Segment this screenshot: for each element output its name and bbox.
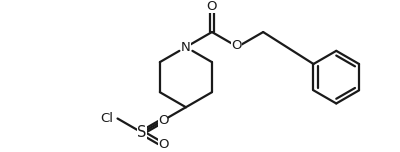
Text: Cl: Cl xyxy=(100,112,113,125)
Text: O: O xyxy=(158,114,168,127)
Text: O: O xyxy=(158,138,168,151)
Text: S: S xyxy=(137,125,147,140)
Text: N: N xyxy=(181,41,191,54)
Text: O: O xyxy=(231,39,242,52)
Text: O: O xyxy=(207,0,217,13)
